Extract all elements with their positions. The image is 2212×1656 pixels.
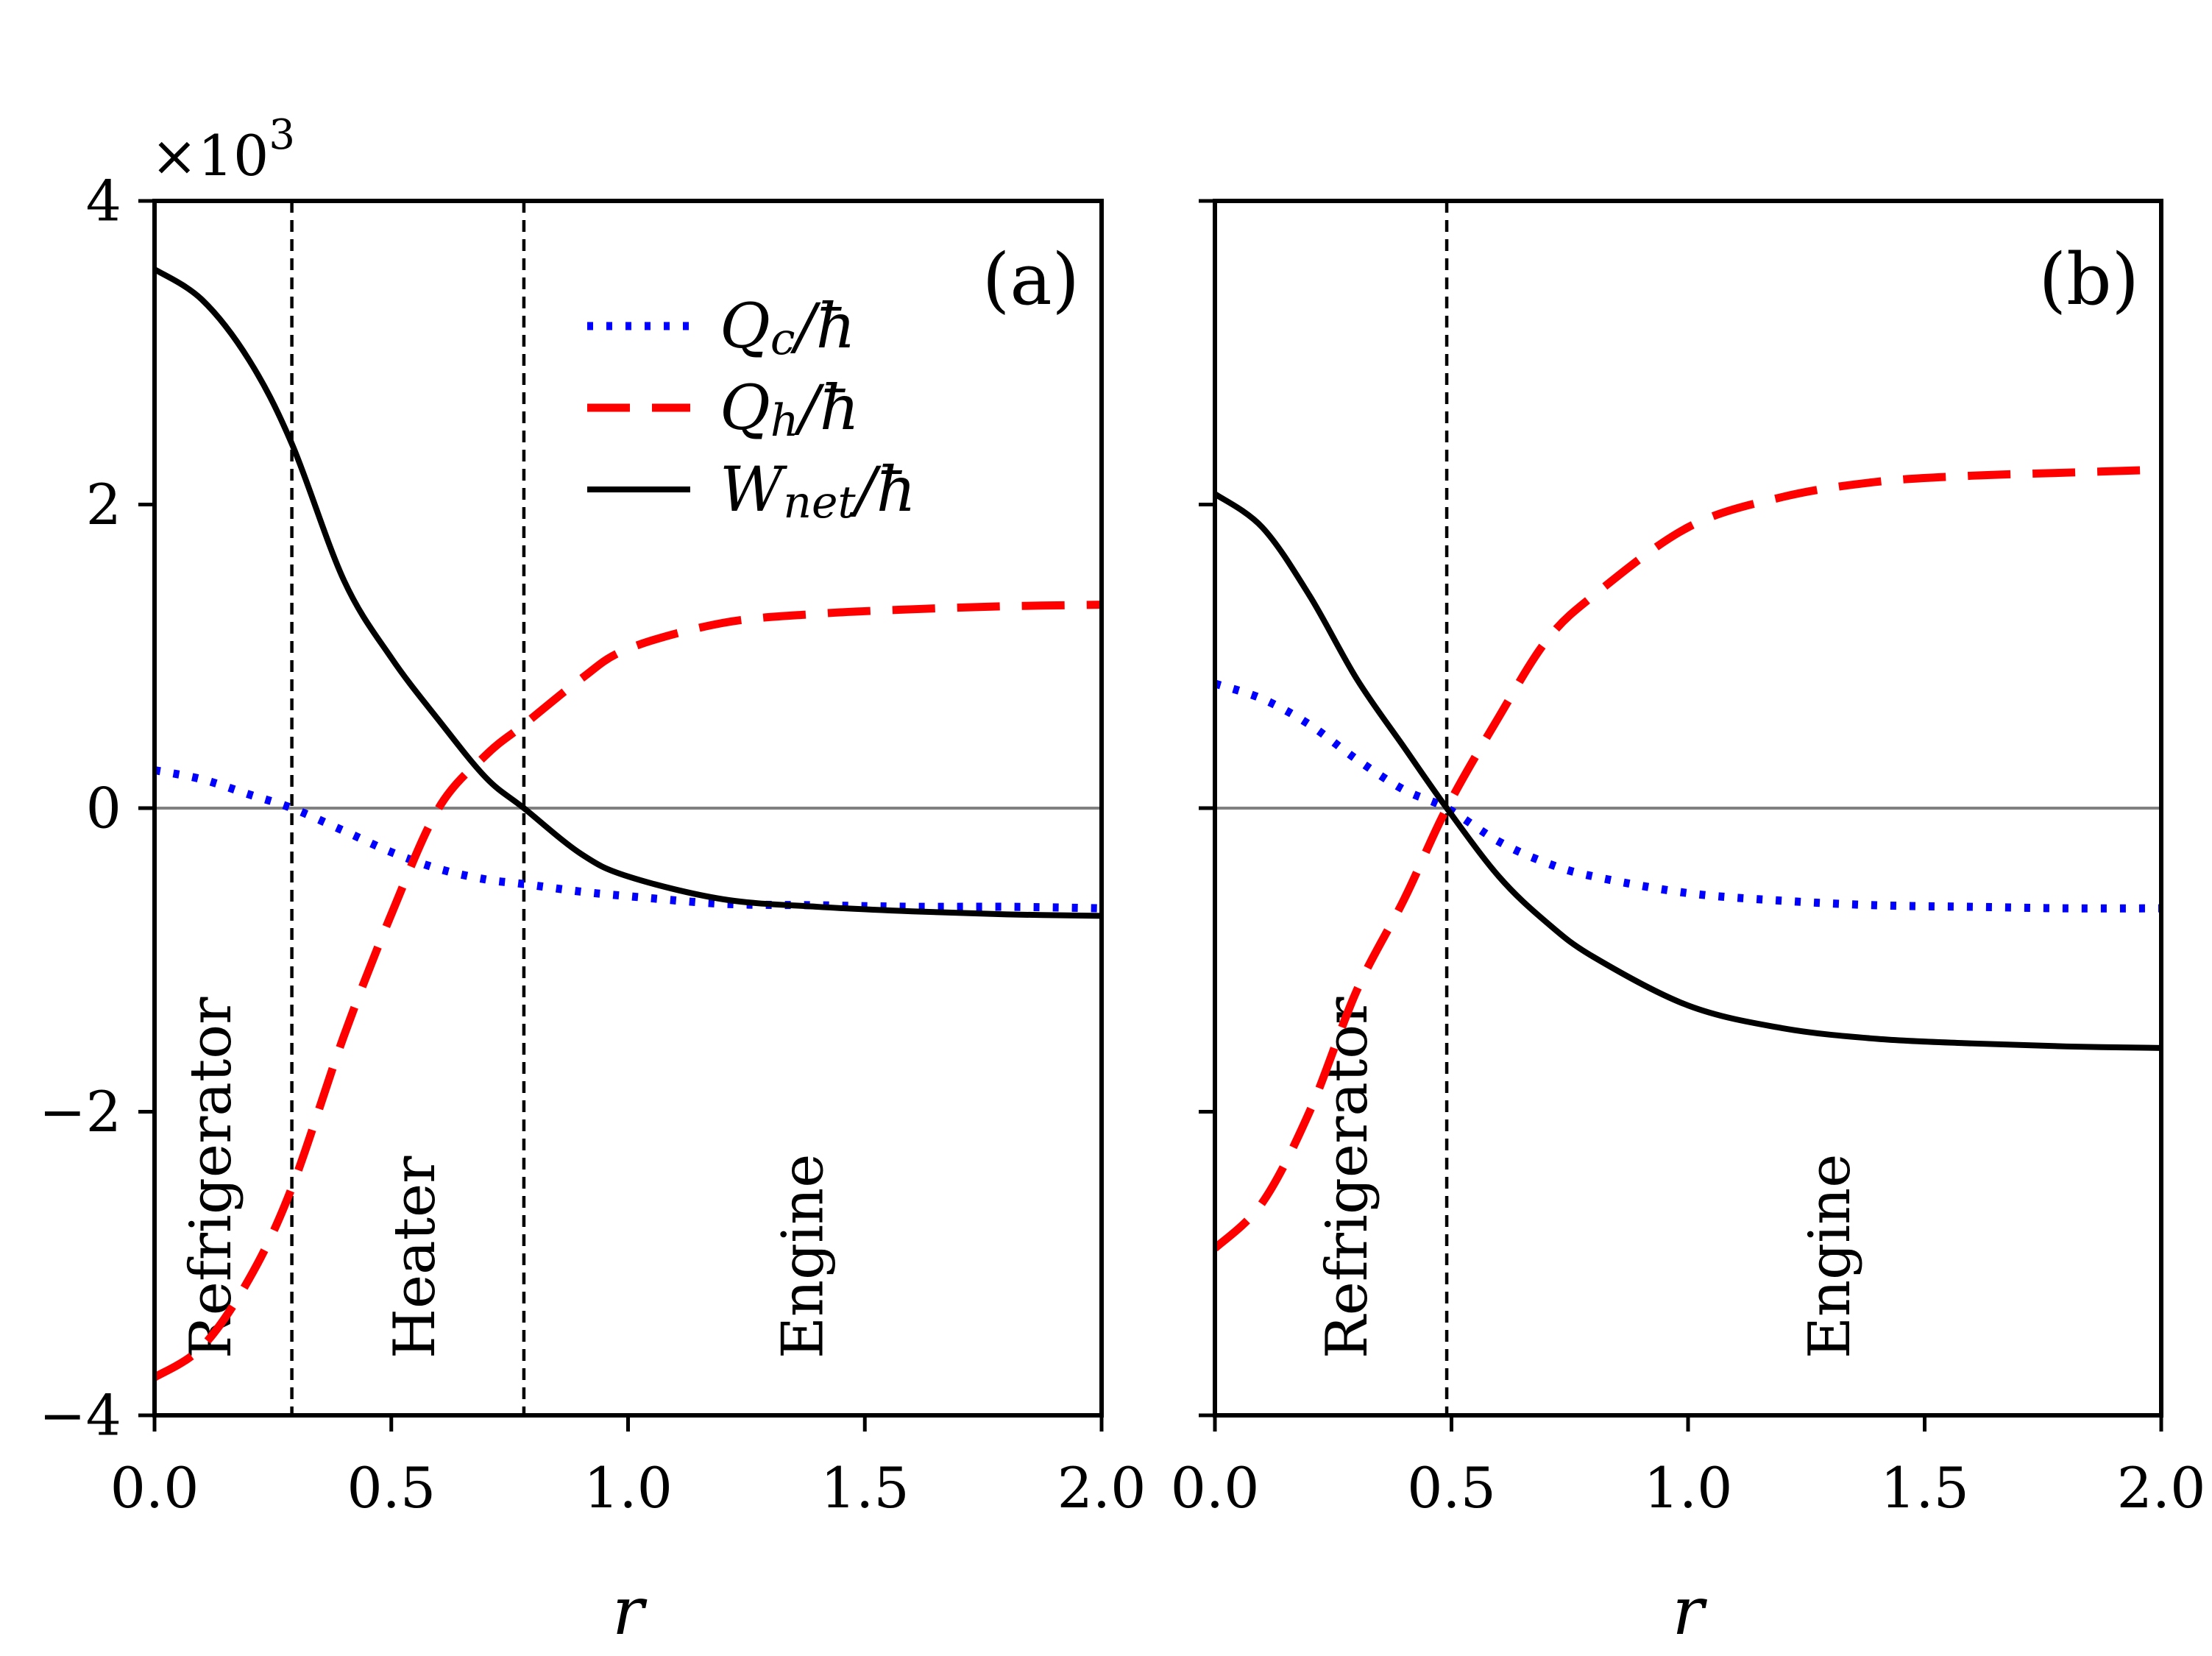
- series-wnet-line: [155, 266, 1102, 919]
- series-qh-line: [155, 601, 1102, 1381]
- series-group: [155, 266, 1102, 1381]
- series-wnet-line: [1215, 491, 2161, 1051]
- panel-b: Refrigerator Engine 0.0 0.5 1.0 1.5 2.0 r (b): [1171, 199, 2206, 1650]
- panel-label: (b): [2039, 238, 2139, 321]
- y-tick-label: 2: [86, 472, 121, 537]
- region-label-engine: Engine: [1797, 1154, 1863, 1359]
- legend-base: Q: [720, 290, 770, 362]
- x-axis-label: r: [1672, 1573, 1707, 1650]
- legend-label-qc: Qc/ħ: [720, 290, 856, 365]
- x-tick-label: 2.0: [1057, 1455, 1146, 1521]
- y-tick-label: 4: [86, 169, 121, 234]
- y-axis-multiplier: ×103: [151, 111, 295, 188]
- legend-label-wnet: Wnet/ħ: [720, 453, 916, 528]
- region-label-refrigerator: Refrigerator: [1314, 997, 1380, 1359]
- legend-base: Q: [720, 372, 770, 444]
- legend-base: W: [720, 453, 788, 526]
- y-tick-label: −4: [39, 1383, 121, 1448]
- x-tick-label: 1.0: [1644, 1455, 1733, 1521]
- series-qh-line: [1215, 465, 2161, 1252]
- legend-sub: h: [770, 395, 799, 447]
- multiplier-exponent: 3: [269, 111, 295, 159]
- x-tick-label: 1.5: [1880, 1455, 1969, 1521]
- panel-a: Refrigerator Heater Engine 0.0 0.5 1.0 1.5 2.0 r…: [39, 111, 1146, 1650]
- series-group: [1215, 465, 2161, 1252]
- series-qc-line: [1215, 679, 2161, 913]
- legend-sub: net: [783, 477, 856, 528]
- legend-suffix: /ħ: [851, 453, 916, 526]
- legend-sub: c: [770, 314, 795, 365]
- x-tick-label: 0.5: [347, 1455, 436, 1521]
- x-axis-label: r: [612, 1573, 648, 1650]
- multiplier-base: ×10: [151, 123, 269, 188]
- legend-suffix: /ħ: [794, 372, 859, 444]
- y-tick-label: −2: [39, 1079, 121, 1144]
- x-tick-label: 0.0: [1171, 1455, 1260, 1521]
- region-label-heater: Heater: [382, 1156, 448, 1359]
- legend-label-qh: Qh/ħ: [720, 372, 859, 447]
- panel-label: (a): [982, 238, 1080, 321]
- x-tick-label: 0.5: [1407, 1455, 1496, 1521]
- legend-suffix: /ħ: [790, 290, 855, 362]
- x-tick-label: 2.0: [2117, 1455, 2206, 1521]
- x-tick-label: 0.0: [110, 1455, 199, 1521]
- region-label-engine: Engine: [770, 1154, 837, 1359]
- y-tick-label: 0: [86, 776, 121, 841]
- x-tick-label: 1.0: [584, 1455, 673, 1521]
- x-tick-label: 1.5: [820, 1455, 910, 1521]
- region-label-refrigerator: Refrigerator: [178, 997, 244, 1359]
- series-qc-line: [155, 766, 1102, 913]
